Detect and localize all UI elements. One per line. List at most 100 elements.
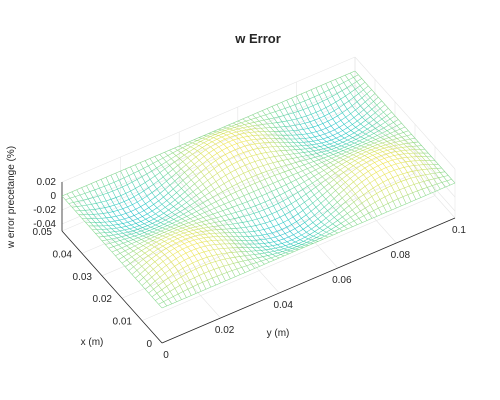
mesh-line — [333, 154, 337, 157]
mesh-line — [258, 189, 263, 196]
mesh-line — [73, 201, 79, 203]
mesh-line — [236, 131, 240, 135]
mesh-line — [94, 209, 99, 215]
mesh-line — [275, 235, 281, 238]
mesh-line — [189, 205, 194, 209]
mesh-line — [316, 151, 322, 154]
mesh-line — [289, 153, 295, 155]
mesh-line — [441, 182, 446, 188]
mesh-line — [326, 170, 333, 174]
mesh-line — [213, 168, 218, 174]
mesh-line — [306, 242, 311, 244]
mesh-line — [104, 232, 109, 236]
mesh-line — [312, 164, 318, 167]
mesh-line — [386, 209, 392, 213]
mesh-line — [380, 125, 384, 129]
mesh-line — [146, 244, 152, 248]
mesh-line — [326, 173, 331, 177]
mesh-line — [374, 142, 378, 145]
mesh-line — [367, 139, 371, 142]
mesh-line — [275, 254, 281, 257]
mesh-line — [248, 191, 254, 194]
mesh-line — [356, 185, 361, 191]
mesh-line — [132, 220, 137, 224]
mesh-line — [373, 119, 378, 123]
mesh-line — [399, 189, 404, 197]
mesh-line — [222, 225, 227, 230]
mesh-line — [293, 142, 298, 147]
mesh-line — [324, 154, 329, 157]
mesh-line — [190, 146, 195, 149]
mesh-line — [218, 236, 222, 241]
mesh-line — [301, 234, 306, 238]
mesh-line — [377, 151, 383, 154]
mesh-line — [188, 141, 193, 144]
mesh-line — [189, 280, 194, 287]
mesh-line — [394, 154, 400, 156]
mesh-line — [280, 138, 285, 143]
mesh-line — [240, 164, 246, 168]
mesh-line — [345, 116, 350, 122]
z-tick-label: -0.04 — [33, 219, 56, 230]
mesh-line — [168, 221, 173, 224]
mesh-line — [297, 189, 303, 193]
mesh-line — [288, 251, 294, 255]
mesh-line — [293, 234, 297, 238]
mesh-line — [71, 189, 77, 193]
mesh-line — [132, 230, 137, 233]
mesh-line — [273, 205, 277, 212]
mesh-line — [332, 132, 338, 136]
mesh-line — [337, 143, 342, 147]
mesh-line — [142, 242, 149, 246]
mesh-line — [335, 190, 340, 195]
mesh-line — [292, 174, 297, 180]
mesh-line — [277, 146, 282, 151]
mesh-line — [206, 229, 212, 232]
mesh-line — [146, 192, 153, 197]
mesh-line — [220, 178, 225, 184]
mesh-line — [117, 186, 123, 190]
mesh-line — [65, 197, 71, 200]
z-axis-label: w error precetange (%) — [6, 146, 17, 249]
mesh-line — [215, 261, 220, 268]
mesh-line — [291, 237, 297, 241]
mesh-line — [190, 248, 196, 252]
mesh-line — [398, 143, 404, 146]
mesh-line — [271, 167, 277, 170]
mesh-line — [291, 200, 297, 204]
mesh-line — [361, 97, 366, 103]
mesh-line — [200, 233, 206, 236]
mesh-line — [350, 178, 354, 183]
mesh-line — [390, 143, 395, 146]
mesh-line — [352, 154, 357, 157]
mesh-line — [273, 180, 279, 184]
mesh-line — [147, 231, 153, 235]
mesh-line — [251, 250, 255, 255]
mesh-line — [318, 190, 323, 196]
mesh-line — [137, 227, 143, 230]
mesh-line — [352, 224, 358, 228]
mesh-line — [315, 167, 321, 171]
mesh-line — [110, 241, 116, 244]
mesh-line — [165, 237, 170, 240]
mesh-line — [325, 81, 331, 84]
mesh-line — [228, 247, 232, 253]
mesh-line — [141, 173, 147, 178]
mesh-line — [235, 210, 241, 213]
mesh-line — [352, 206, 358, 211]
mesh-line — [307, 206, 312, 212]
mesh-line — [180, 238, 186, 242]
mesh-line — [288, 154, 293, 159]
mesh-line — [222, 191, 227, 197]
mesh-line — [266, 169, 272, 172]
mesh-line — [180, 231, 185, 234]
mesh-line — [179, 285, 184, 292]
mesh-line — [372, 165, 379, 169]
mesh-line — [189, 277, 195, 281]
mesh-line — [277, 252, 281, 255]
mesh-line — [436, 183, 441, 190]
mesh-line — [358, 218, 363, 223]
mesh-line — [134, 212, 140, 216]
mesh-line — [264, 251, 270, 254]
mesh-line — [353, 162, 359, 166]
